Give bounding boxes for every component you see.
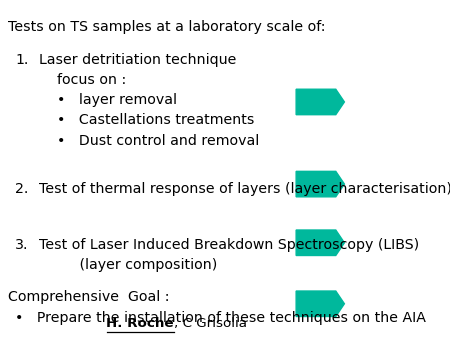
Text: Laser detritiation technique
    focus on :
    •   layer removal
    •   Castel: Laser detritiation technique focus on : … (39, 53, 260, 148)
Text: H. Roche: H. Roche (106, 317, 174, 330)
Polygon shape (296, 291, 344, 316)
Text: 2.: 2. (15, 183, 28, 196)
Text: 3.: 3. (15, 238, 29, 252)
Text: •   Prepare the installation of these techniques on the AIA: • Prepare the installation of these tech… (15, 312, 426, 325)
Text: Comprehensive  Goal :: Comprehensive Goal : (8, 290, 170, 304)
Polygon shape (296, 89, 344, 115)
Polygon shape (296, 171, 344, 197)
Text: Tests on TS samples at a laboratory scale of:: Tests on TS samples at a laboratory scal… (8, 20, 326, 34)
Text: 1.: 1. (15, 53, 28, 67)
Text: , C Grisolia: , C Grisolia (174, 317, 247, 330)
Polygon shape (296, 230, 344, 256)
Text: Test of Laser Induced Breakdown Spectroscopy (LIBS)
         (layer composition): Test of Laser Induced Breakdown Spectros… (39, 238, 419, 272)
Text: Test of thermal response of layers (layer characterisation): Test of thermal response of layers (laye… (39, 183, 450, 196)
